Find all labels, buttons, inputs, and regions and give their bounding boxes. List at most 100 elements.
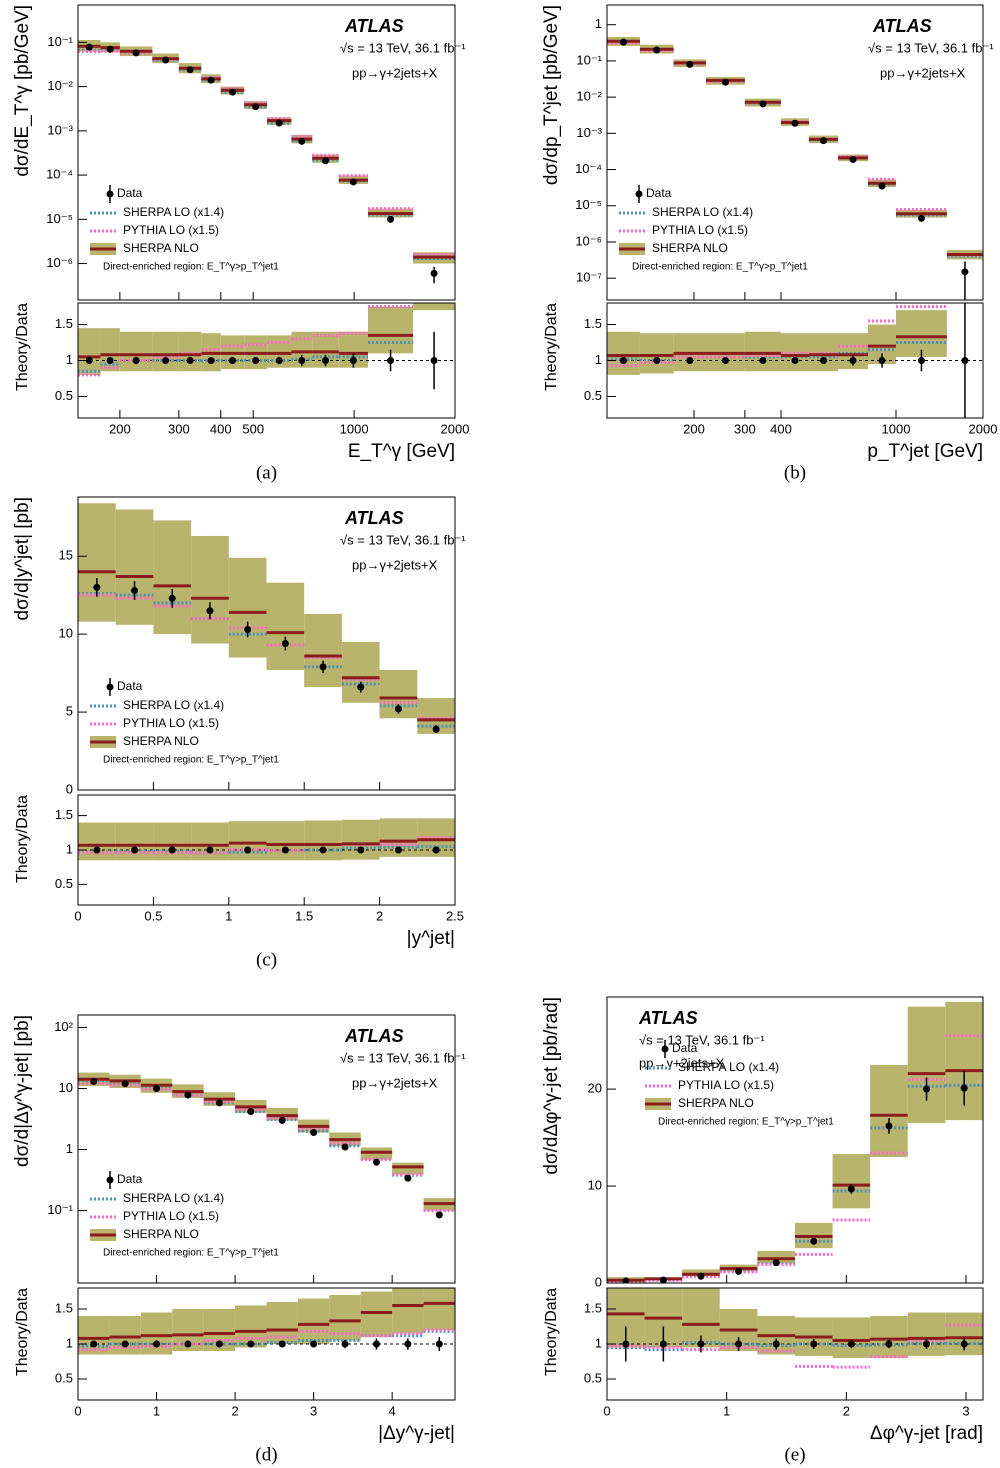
x-tick-label: 0 [603,1403,610,1418]
ratio-point [653,357,661,364]
data-point [659,1276,667,1283]
data-point [131,587,139,595]
ratio-band [744,331,781,372]
ratio-point [281,846,289,854]
x-tick-label: 0.5 [144,908,162,923]
ratio-y-tick-label: 0.5 [584,1370,602,1385]
panel: 0 1 2 3 4 10⁻¹ 1 10 10² 0.5 1 1.5 |Δy^γ-jet| dσ/d|Δy^… [12,1014,466,1465]
x-axis-label: E_T^γ [GeV] [348,441,455,462]
ratio-y-tick-label: 1 [595,352,602,367]
ratio-point [619,357,627,364]
ratio-point [697,1340,705,1348]
process-label: pp→γ+2jets+X [352,557,438,572]
ratio-point [85,357,93,364]
data-point [961,268,969,276]
data-point [810,1237,818,1245]
ratio-plot [607,303,983,418]
legend-label: Data [672,1041,698,1055]
x-tick-label: 2000 [441,421,470,436]
ratio-point [215,1340,223,1348]
ratio-band [639,333,674,374]
ratio-y-label: Theory/Data [543,1288,560,1376]
data-point [960,1084,968,1092]
y-tick-label: 1 [66,1141,73,1156]
ratio-point [132,357,140,364]
y-tick-label: 10⁻³ [47,122,73,137]
data-point [394,705,402,713]
ratio-band [140,1312,173,1355]
uncertainty-band [304,613,342,688]
legend-label: Data [117,1172,143,1186]
process-label: pp→γ+2jets+X [352,65,438,80]
legend-marker [635,190,643,198]
data-point [791,119,799,127]
legend-label: PYTHIA LO (x1.5) [123,716,219,730]
ratio-point [247,1340,255,1348]
y-axis-label: dσ/dΔφ^γ-jet [pb/rad] [541,997,562,1175]
x-tick-label: 300 [168,421,190,436]
main-frame [606,996,984,1284]
y-tick-label: 10⁻⁶ [46,255,73,270]
legend-marker [106,683,114,691]
ratio-point [186,357,194,364]
ratio-point [820,357,828,364]
ratio-band [304,820,342,861]
data-point [275,119,283,127]
energy-label: √s = 13 TeV, 36.1 fb⁻¹ [868,40,994,55]
data-point [281,640,289,647]
ratio-point [298,357,306,364]
x-tick-label: 1 [225,908,232,923]
experiment-label: ATLAS [344,508,404,528]
ratio-plot [78,1288,455,1355]
ratio-y-tick-label: 1.5 [584,316,602,331]
legend-label: Data [117,679,143,693]
ratio-band [235,1305,267,1348]
x-tick-label: 200 [683,421,705,436]
x-axis-label: |Δy^γ-jet| [378,1423,455,1444]
x-tick-label: 500 [242,421,264,436]
ratio-band [152,331,179,372]
y-tick-label: 10⁻⁵ [575,197,602,212]
x-tick-label: 400 [210,421,232,436]
ratio-band [907,1312,946,1356]
y-axis-label: dσ/d|Δy^γ-jet| [pb] [12,1015,33,1167]
ratio-band [413,303,455,311]
data-point [923,1085,931,1093]
uncertainty-band [78,503,116,622]
data-point [885,1122,893,1130]
panel: 0 0.5 1 1.5 2 2.5 0 5 10 15 0.5 1 1.5 |y^jet| dσ/d|y^j… [12,496,466,970]
y-tick-label: 10⁻⁴ [575,161,602,176]
x-tick-label: 1.5 [295,908,313,923]
y-axis-label: dσ/dp_T^jet [pb/GeV] [541,5,562,185]
data-point [298,137,306,145]
x-tick-label: 3 [962,1403,969,1418]
uncertainty-band [115,509,154,625]
ratio-y-tick-label: 0.5 [584,388,602,403]
ratio-point [310,1340,318,1348]
data-point [372,1158,380,1166]
ratio-band [423,1288,455,1330]
ratio-y-label: Theory/Data [14,1288,31,1376]
legend-label: SHERPA NLO [678,1096,754,1110]
x-tick-label: 200 [109,421,131,436]
ratio-y-tick-label: 0.5 [55,876,73,891]
experiment-label: ATLAS [344,16,404,36]
ratio-point [430,357,438,364]
data-point [186,66,194,74]
uncertainty-band [341,641,380,703]
legend-label: SHERPA NLO [652,241,728,255]
caption: (c) [256,949,277,970]
region-label: Direct-enriched region: E_T^γ>p_T^jet1 [103,755,279,766]
energy-label: √s = 13 TeV, 36.1 fb⁻¹ [340,1050,466,1065]
legend-label: PYTHIA LO (x1.5) [678,1078,774,1092]
ratio-point [810,1340,818,1348]
uncertainty-band [392,1162,424,1175]
main-plot [607,36,983,300]
y-tick-label: 10⁻² [576,89,602,104]
ratio-y-tick-label: 1 [66,1335,73,1350]
main-frame [77,1014,456,1284]
ratio-point [153,1340,161,1348]
y-tick-label: 1 [595,16,602,31]
ratio-band [228,821,267,861]
ratio-band [115,822,154,861]
